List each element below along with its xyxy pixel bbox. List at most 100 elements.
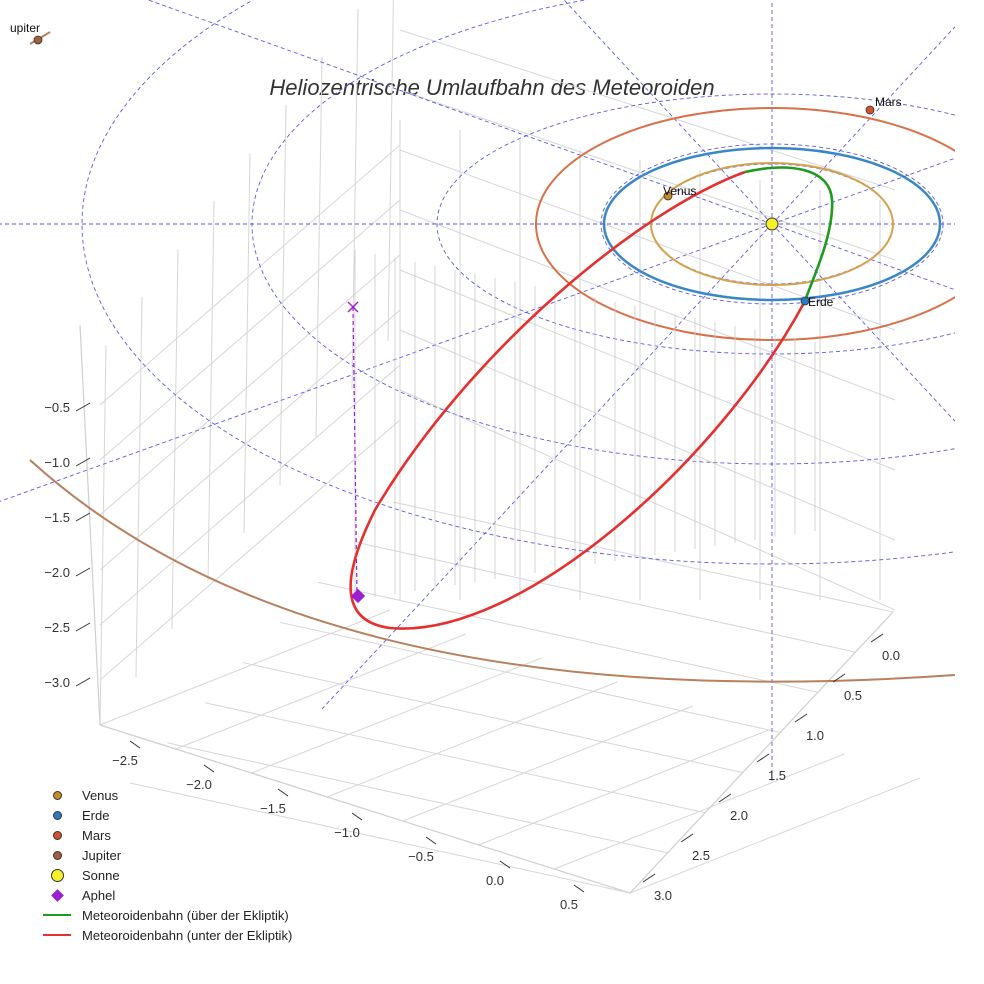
- grid-line: [399, 329, 896, 541]
- meteoroid-orbit-layer: [349, 166, 834, 630]
- grid-line: [129, 782, 631, 894]
- ecliptic-guide-layer: [0, 0, 955, 784]
- legend-symbol: [40, 885, 74, 905]
- legend: Venus Erde Mars Jupiter Sonne Aphel Meteoroide…: [40, 785, 292, 945]
- legend-symbol: [40, 865, 74, 885]
- guide-ray: [147, 0, 773, 225]
- legend-label: Meteoroidenbahn (unter der Ekliptik): [82, 927, 293, 943]
- grid-line: [99, 419, 401, 681]
- grid-line: [205, 702, 706, 814]
- grid-line: [279, 104, 287, 486]
- meteoroid-orbit-below: [349, 170, 807, 630]
- grid-line: [399, 149, 896, 331]
- grid-line: [99, 254, 401, 516]
- x-tick-mark: [425, 836, 437, 845]
- grid-line: [392, 501, 894, 613]
- box-edge: [99, 611, 894, 894]
- grid-line: [175, 633, 466, 750]
- legend-symbol: [40, 845, 74, 865]
- x-tick-mark: [499, 860, 511, 869]
- chart-title: Heliozentrische Umlaufbahn des Meteoroid…: [269, 75, 714, 100]
- z-tick-label: −3.0: [44, 675, 70, 690]
- x-tick-mark: [203, 764, 215, 773]
- legend-symbol: [40, 825, 74, 845]
- jupiter-marker: [33, 35, 43, 45]
- venus-marker: [663, 191, 673, 201]
- guide-ray: [771, 157, 955, 225]
- y-tick-mark: [794, 713, 808, 723]
- y-tick-label: 3.0: [654, 888, 672, 903]
- legend-label: Jupiter: [82, 847, 122, 863]
- x-tick-mark: [351, 812, 363, 821]
- grid-line: [243, 152, 251, 534]
- x-tick-label: 0.0: [486, 873, 504, 888]
- z-tick-label: −2.0: [44, 565, 70, 580]
- guide-ray: [771, 223, 955, 291]
- grid-line: [478, 729, 769, 846]
- grid-line: [207, 200, 215, 582]
- legend-item: Meteoroidenbahn (unter der Ekliptik): [40, 925, 292, 945]
- legend-item: Aphel: [40, 885, 292, 905]
- z-tick-mark: [75, 622, 91, 632]
- marker-layer: Venus Erde Mars upiter: [10, 21, 902, 604]
- x-tick-mark: [129, 740, 141, 749]
- legend-label: Meteoroidenbahn (über der Ekliptik): [82, 907, 289, 923]
- z-tick-mark: [75, 402, 91, 412]
- z-tick-mark: [75, 677, 91, 687]
- mars-label: Mars: [875, 95, 902, 109]
- legend-label: Aphel: [82, 887, 116, 903]
- grid-line: [99, 309, 401, 571]
- mars-marker: [865, 105, 875, 115]
- x-tick-label: 0.5: [560, 897, 578, 912]
- z-tick-label: −2.5: [44, 620, 70, 635]
- grid-line: [99, 199, 401, 461]
- grid-line: [251, 657, 542, 774]
- guide-ray: [771, 26, 955, 225]
- legend-item: Jupiter: [40, 845, 292, 865]
- grid-line: [171, 248, 179, 630]
- grid-line: [242, 662, 743, 774]
- y-tick-mark: [718, 793, 732, 803]
- guide-ray: [321, 223, 773, 710]
- grid-line: [135, 296, 143, 678]
- meteoroid-orbit-above: [744, 166, 834, 302]
- grid-line: [99, 344, 107, 726]
- earth-label: Erde: [808, 295, 834, 309]
- z-tick-label: −1.5: [44, 510, 70, 525]
- z-tick-mark: [75, 457, 91, 467]
- z-tick-label: −1.0: [44, 455, 70, 470]
- legend-item: Venus: [40, 785, 292, 805]
- x-tick-label: −2.0: [186, 777, 212, 792]
- legend-item: Mars: [40, 825, 292, 845]
- grid-line: [629, 777, 921, 894]
- jupiter-orbit: [29, 459, 955, 683]
- box-edge: [79, 324, 101, 726]
- x-tick-mark: [277, 788, 289, 797]
- y-tick-label: 2.0: [730, 808, 748, 823]
- y-tick-label: 1.5: [768, 768, 786, 783]
- legend-symbol: [40, 925, 74, 945]
- x-tick-mark: [573, 884, 585, 893]
- jupiter-label: upiter: [10, 21, 40, 35]
- grid-line: [315, 56, 323, 438]
- legend-label: Erde: [82, 807, 110, 823]
- earth-marker: [800, 296, 810, 306]
- grid-line: [399, 269, 896, 471]
- legend-symbol: [40, 805, 74, 825]
- grid-line: [399, 209, 896, 401]
- guide-ring: [251, 0, 955, 465]
- aphel-drop-line: [352, 306, 358, 598]
- y-tick-label: 1.0: [806, 728, 824, 743]
- venus-label: Venus: [663, 184, 696, 198]
- sun-marker: [765, 217, 779, 231]
- grid-line: [167, 742, 668, 854]
- grid-line: [99, 609, 391, 726]
- grid-line: [99, 364, 401, 626]
- z-tick-mark: [75, 567, 91, 577]
- aphel-top-marker: [347, 301, 359, 313]
- aphel-marker: [350, 588, 366, 604]
- y-tick-label: 2.5: [692, 848, 710, 863]
- z-tick-label: −0.5: [44, 400, 70, 415]
- y-tick-mark: [642, 873, 656, 883]
